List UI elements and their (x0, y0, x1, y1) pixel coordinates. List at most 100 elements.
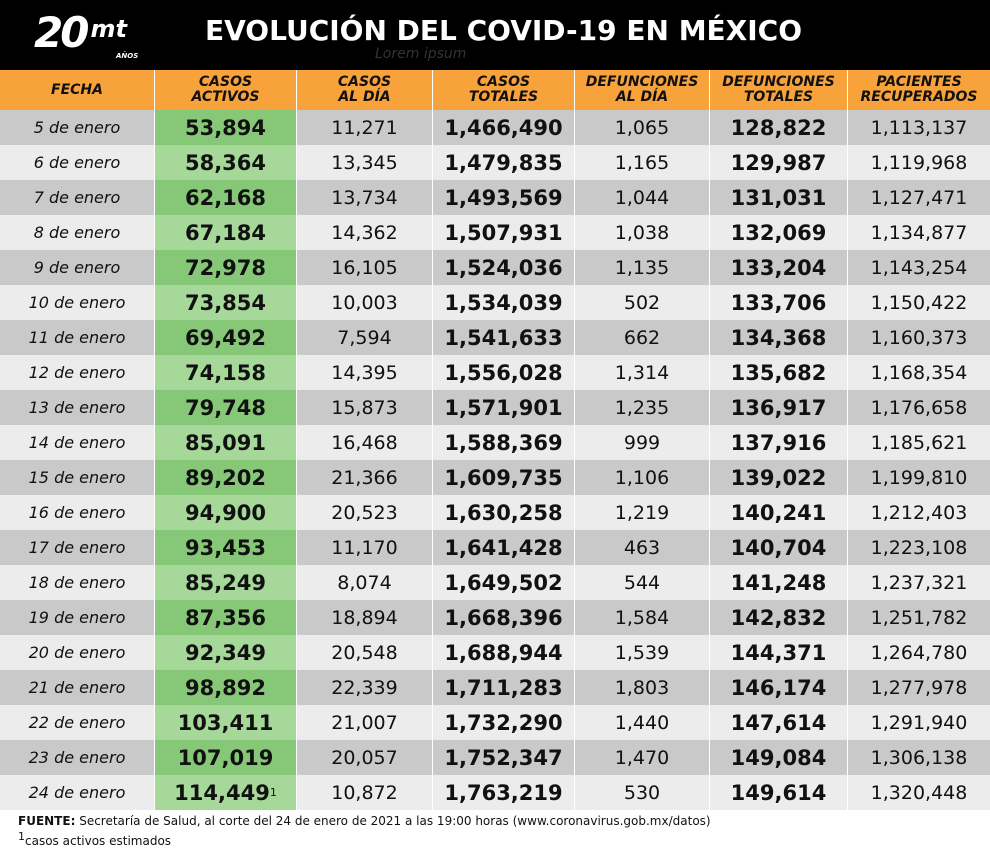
table-cell: 13,345 (297, 145, 433, 180)
table-cell: 1,507,931 (433, 215, 575, 250)
table-row: 5 de enero 53,894 11,271 1,466,490 1,065 128,… (0, 110, 990, 145)
table-cell: 16,105 (297, 250, 433, 285)
table-cell: 463 (575, 530, 710, 565)
table-cell: 22,339 (297, 670, 433, 705)
table-cell: 98,892 (155, 670, 297, 705)
table-row: 14 de enero 85,091 16,468 1,588,369 999 137,9… (0, 425, 990, 460)
table-cell: 16 de enero (0, 495, 155, 530)
table-cell: 11,170 (297, 530, 433, 565)
table-row: 6 de enero 58,364 13,345 1,479,835 1,165 129,… (0, 145, 990, 180)
table-cell: 21,366 (297, 460, 433, 495)
table-cell: 1,212,403 (870, 501, 968, 524)
table-cell: 1,609,735 (433, 460, 575, 495)
table-cell: 1,440 (575, 705, 710, 740)
table-cell: 15 de enero (0, 460, 155, 495)
table-cell: 544 (575, 565, 710, 600)
table-cell: 92,349 (155, 635, 297, 670)
table-cell: 13,734 (297, 180, 433, 215)
table-row: 11 de enero 69,492 7,594 1,541,633 662 134,36… (0, 320, 990, 355)
table-cell: 1,493,569 (433, 180, 575, 215)
table-cell: 1,264,780 (870, 641, 968, 664)
table-cell: 146,174 (710, 670, 848, 705)
table-cell: 129,987 (710, 145, 848, 180)
table-cell: 15,873 (297, 390, 433, 425)
table-cell: 1,306,138 (870, 746, 968, 769)
table-cell: 530 (575, 775, 710, 810)
table-cell: 19 de enero (0, 600, 155, 635)
header-row: FECHA CASOS ACTIVOS CASOS AL DÍA CASOS TOTA… (0, 70, 990, 110)
logo-sub: AÑOS (116, 52, 139, 60)
table-cell: 140,704 (710, 530, 848, 565)
table-cell: 7,594 (297, 320, 433, 355)
table-cell: 20,057 (297, 740, 433, 775)
table-cell: 107,019 (155, 740, 297, 775)
source-text: Secretaría de Salud, al corte del 24 de … (79, 814, 711, 828)
table-cell: 8,074 (297, 565, 433, 600)
table-row: 17 de enero 93,453 11,170 1,641,428 463 140,7… (0, 530, 990, 565)
table-cell: 1,277,978 (870, 676, 968, 699)
table-row: 24 de enero 114,449 1 10,872 1,763,219 530 149… (0, 775, 990, 810)
table-cell: 144,371 (710, 635, 848, 670)
title: EVOLUCIÓN DEL COVID-19 EN MÉXICO (205, 14, 803, 47)
table-cell: 18,894 (297, 600, 433, 635)
table-cell: 1,534,039 (433, 285, 575, 320)
table-cell: 1,314 (575, 355, 710, 390)
logo-text: mt (90, 15, 127, 43)
table: FECHA CASOS ACTIVOS CASOS AL DÍA CASOS TOTA… (0, 70, 990, 810)
table-cell: 1,556,028 (433, 355, 575, 390)
table-cell: 10 de enero (0, 285, 155, 320)
table-cell: 1,630,258 (433, 495, 575, 530)
table-cell: 134,368 (710, 320, 848, 355)
table-cell: 6 de enero (0, 145, 155, 180)
table-row: 7 de enero 62,168 13,734 1,493,569 1,044 131,… (0, 180, 990, 215)
table-cell: 18 de enero (0, 565, 155, 600)
table-cell: 1,763,219 (433, 775, 575, 810)
table-cell: 7 de enero (0, 180, 155, 215)
table-cell: 1,588,369 (433, 425, 575, 460)
column-header: CASOS ACTIVOS (155, 70, 297, 110)
table-cell: 94,900 (155, 495, 297, 530)
column-header: CASOS TOTALES (433, 70, 575, 110)
table-cell: 103,411 (155, 705, 297, 740)
table-row: 12 de enero 74,158 14,395 1,556,028 1,314 135… (0, 355, 990, 390)
table-row: 22 de enero 103,411 21,007 1,732,290 1,440 14… (0, 705, 990, 740)
footer: FUENTE: Secretaría de Salud, al corte de… (18, 813, 711, 849)
table-cell: 20 de enero (0, 635, 155, 670)
table-cell: 502 (575, 285, 710, 320)
table-cell: 1,752,347 (433, 740, 575, 775)
table-cell: 1,524,036 (433, 250, 575, 285)
table-cell: 72,978 (155, 250, 297, 285)
table-cell: 1,044 (575, 180, 710, 215)
table-cell: 1,065 (575, 110, 710, 145)
table-row: 15 de enero 89,202 21,366 1,609,735 1,106 139… (0, 460, 990, 495)
table-cell: 131,031 (710, 180, 848, 215)
table-cell: 21,007 (297, 705, 433, 740)
table-cell: 140,241 (710, 495, 848, 530)
table-cell: 1,688,944 (433, 635, 575, 670)
table-cell: 999 (575, 425, 710, 460)
table-cell: 62,168 (155, 180, 297, 215)
table-cell: 1,291,940 (870, 711, 968, 734)
subtitle: Lorem ipsum (375, 46, 467, 62)
table-cell: 17 de enero (0, 530, 155, 565)
table-cell: 11 de enero (0, 320, 155, 355)
table-row: 10 de enero 73,854 10,003 1,534,039 502 133,7… (0, 285, 990, 320)
table-cell: 73,854 (155, 285, 297, 320)
table-cell: 137,916 (710, 425, 848, 460)
source-label: FUENTE: (18, 814, 76, 828)
column-header: DEFUNCIONES TOTALES (710, 70, 848, 110)
table-cell: 1,237,321 (870, 571, 968, 594)
table-cell: 1,223,108 (870, 536, 968, 559)
table-cell: 1,134,877 (870, 221, 968, 244)
table-cell: 147,614 (710, 705, 848, 740)
table-cell: 1,539 (575, 635, 710, 670)
table-cell: 1,649,502 (433, 565, 575, 600)
table-cell: 1,251,782 (870, 606, 968, 629)
table-cell: 8 de enero (0, 215, 155, 250)
table-cell: 662 (575, 320, 710, 355)
table-cell: 1,641,428 (433, 530, 575, 565)
table-cell: 1,711,283 (433, 670, 575, 705)
table-row: 16 de enero 94,900 20,523 1,630,258 1,219 140… (0, 495, 990, 530)
table-cell: 1,160,373 (870, 326, 968, 349)
